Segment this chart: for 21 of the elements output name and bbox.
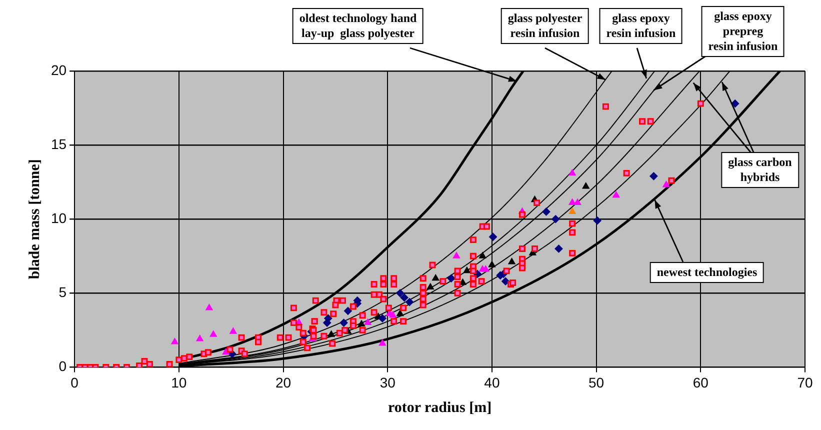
annotation: glass polyester resin infusion	[500, 8, 590, 44]
x-tick-label: 10	[171, 374, 187, 390]
x-tick-label: 40	[484, 374, 500, 390]
y-axis-title: blade mass [tonne]	[26, 159, 43, 280]
x-tick-label: 70	[797, 374, 813, 390]
y-tick-label: 5	[58, 284, 67, 300]
annotation: glass carbon hybrids	[721, 152, 799, 188]
y-tick-label: 10	[50, 210, 67, 226]
x-axis-title: rotor radius [m]	[388, 400, 492, 416]
x-tick-label: 60	[692, 374, 709, 390]
annotation: glass epoxy prepreg resin infusion	[701, 6, 785, 57]
x-tick-label: 0	[70, 374, 79, 390]
y-tick-label: 0	[58, 358, 67, 374]
y-tick-label: 20	[50, 62, 67, 78]
x-tick-label: 30	[380, 374, 396, 390]
annotation: oldest technology hand lay-up glass polyester	[292, 8, 424, 44]
x-tick-label: 20	[275, 374, 292, 390]
y-tick-label: 15	[50, 136, 67, 152]
x-tick-label: 50	[588, 374, 604, 390]
annotation: newest technologies	[650, 262, 764, 283]
annotation: glass epoxy resin infusion	[599, 8, 683, 44]
